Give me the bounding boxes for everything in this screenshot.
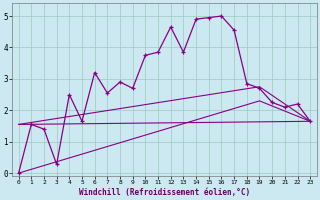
X-axis label: Windchill (Refroidissement éolien,°C): Windchill (Refroidissement éolien,°C) <box>79 188 250 197</box>
